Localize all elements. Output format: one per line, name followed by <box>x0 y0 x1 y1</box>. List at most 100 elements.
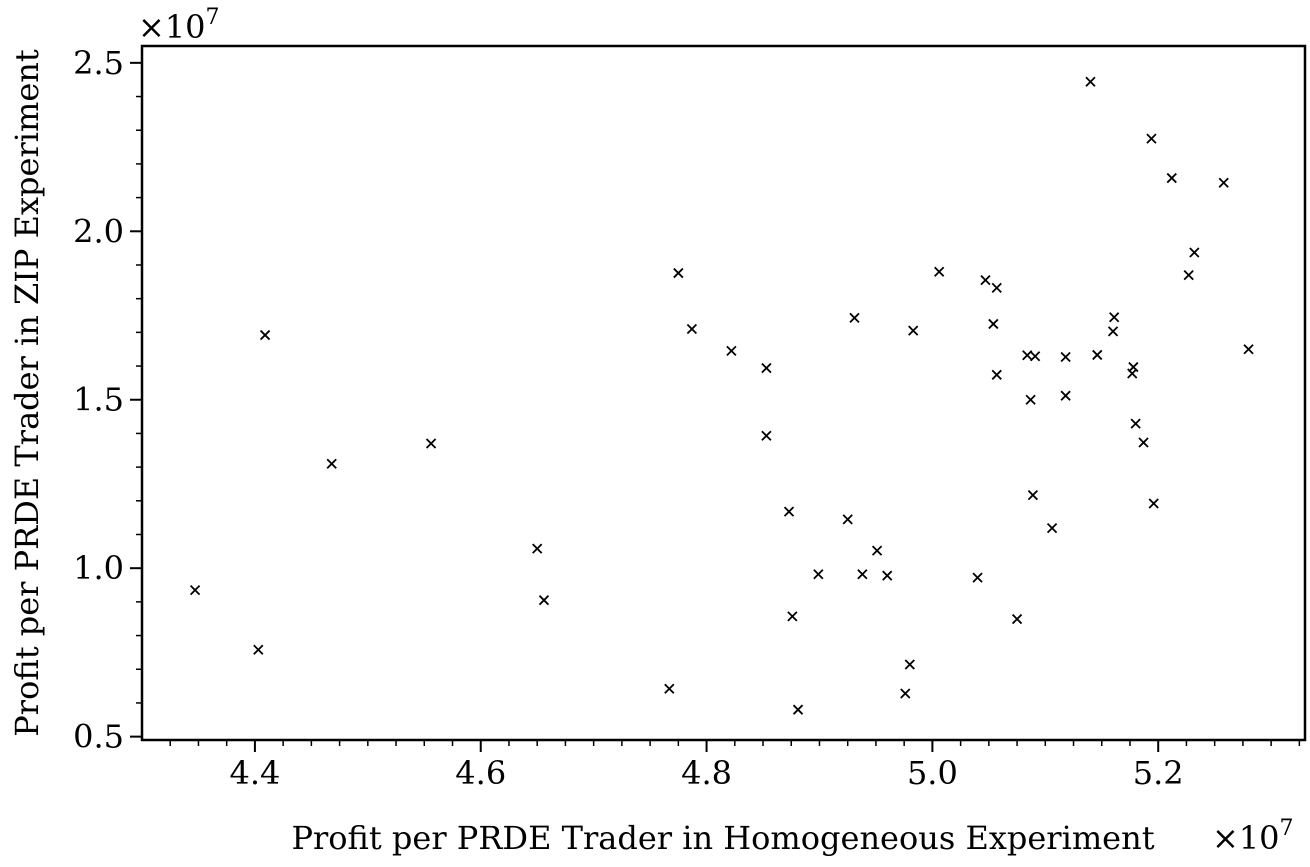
data-point-stroke <box>664 683 675 694</box>
data-point-stroke <box>425 438 437 449</box>
data-point <box>1060 351 1071 363</box>
data-point-stroke <box>1189 247 1200 258</box>
data-point <box>1092 349 1103 361</box>
data-point <box>980 275 991 286</box>
data-point <box>1189 247 1200 258</box>
data-point <box>686 323 698 335</box>
data-point <box>253 644 264 655</box>
data-point <box>792 704 804 715</box>
x-axis-label: Profit per PRDE Trader in Homogeneous Ex… <box>291 819 1154 857</box>
data-point-stroke <box>857 569 868 580</box>
data-point-stroke <box>1030 351 1041 362</box>
data-point-stroke <box>1060 390 1071 401</box>
data-point-stroke <box>972 572 983 583</box>
data-point-stroke <box>189 584 201 596</box>
data-point-stroke <box>991 369 1002 380</box>
data-point <box>1166 172 1177 184</box>
x-tick-label: 4.4 <box>229 754 280 792</box>
data-point <box>1025 394 1036 405</box>
data-point-stroke <box>783 506 795 517</box>
data-point <box>425 438 437 449</box>
data-point <box>726 345 737 357</box>
x-tick-label: 5.2 <box>1133 754 1184 792</box>
data-point-stroke <box>787 611 798 622</box>
x-tick-label: 4.6 <box>455 754 506 792</box>
data-point-stroke <box>726 345 737 357</box>
data-point-stroke <box>1107 326 1119 337</box>
data-point-stroke <box>1027 489 1039 501</box>
data-point <box>1011 613 1023 625</box>
y-tick-label: 2.0 <box>73 212 124 250</box>
data-point-stroke <box>1130 418 1141 429</box>
data-point-stroke <box>1183 269 1194 281</box>
data-point <box>1060 390 1071 401</box>
data-point <box>882 570 893 581</box>
data-point-stroke <box>253 644 264 655</box>
data-point <box>532 543 543 554</box>
data-point-stroke <box>904 659 915 670</box>
x-axis-multiplier: ×107 <box>1212 816 1294 857</box>
data-point <box>1109 312 1120 323</box>
axis-ticks: 4.4 4.6 4.8 5.0 5.2 0.5 1.0 1.5 2.0 2.5 <box>73 44 1301 792</box>
data-point <box>904 659 915 670</box>
data-point <box>189 584 201 596</box>
data-point <box>1243 344 1254 355</box>
data-point-stroke <box>1060 351 1071 363</box>
x-tick-label: 5.0 <box>907 754 958 792</box>
data-point <box>991 369 1002 380</box>
data-point-stroke <box>842 514 853 525</box>
data-point <box>857 569 868 580</box>
data-point <box>972 572 983 583</box>
data-point-stroke <box>1166 172 1177 184</box>
data-point <box>1218 177 1229 188</box>
data-point-stroke <box>1243 344 1254 355</box>
data-point <box>813 569 824 580</box>
data-point <box>761 362 772 374</box>
data-point <box>1148 498 1159 509</box>
y-tick-label: 2.5 <box>73 44 124 82</box>
data-point <box>900 688 911 699</box>
data-point <box>1130 418 1141 429</box>
x-multiplier-base: ×10 <box>1212 819 1280 857</box>
data-point <box>259 329 271 341</box>
data-point <box>934 266 945 277</box>
data-point <box>783 506 795 517</box>
data-point-stroke <box>1138 437 1149 448</box>
data-point-stroke <box>1011 613 1023 625</box>
data-point <box>538 595 550 606</box>
data-point-stroke <box>673 267 684 279</box>
y-multiplier-base: ×10 <box>138 8 206 46</box>
data-point-stroke <box>813 569 824 580</box>
y-tick-label: 1.5 <box>73 381 124 419</box>
data-point-stroke <box>686 323 698 335</box>
data-point-stroke <box>988 318 999 330</box>
x-multiplier-exponent: 7 <box>1280 816 1294 841</box>
data-point-stroke <box>1085 76 1096 87</box>
data-point <box>1146 133 1157 144</box>
data-point-stroke <box>538 595 550 606</box>
data-point <box>1030 351 1041 362</box>
data-point-stroke <box>792 704 804 715</box>
data-point <box>664 683 675 694</box>
data-point <box>842 514 853 525</box>
data-point-stroke <box>900 688 911 699</box>
y-axis-multiplier: ×107 <box>138 5 220 46</box>
data-point <box>673 267 684 279</box>
x-tick-label: 4.8 <box>681 754 732 792</box>
y-multiplier-exponent: 7 <box>206 5 220 30</box>
data-point-stroke <box>259 329 271 341</box>
data-point <box>1128 361 1139 373</box>
data-point-stroke <box>1046 522 1058 534</box>
data-point-stroke <box>882 570 893 581</box>
data-point <box>1138 437 1149 448</box>
data-point-stroke <box>532 543 543 554</box>
data-point-stroke <box>1109 312 1120 323</box>
data-point-stroke <box>1148 498 1159 509</box>
data-point-stroke <box>980 275 991 286</box>
data-point-stroke <box>761 362 772 374</box>
data-point <box>991 282 1002 294</box>
data-point <box>326 458 337 469</box>
data-point <box>1046 522 1058 534</box>
data-point-stroke <box>1218 177 1229 188</box>
